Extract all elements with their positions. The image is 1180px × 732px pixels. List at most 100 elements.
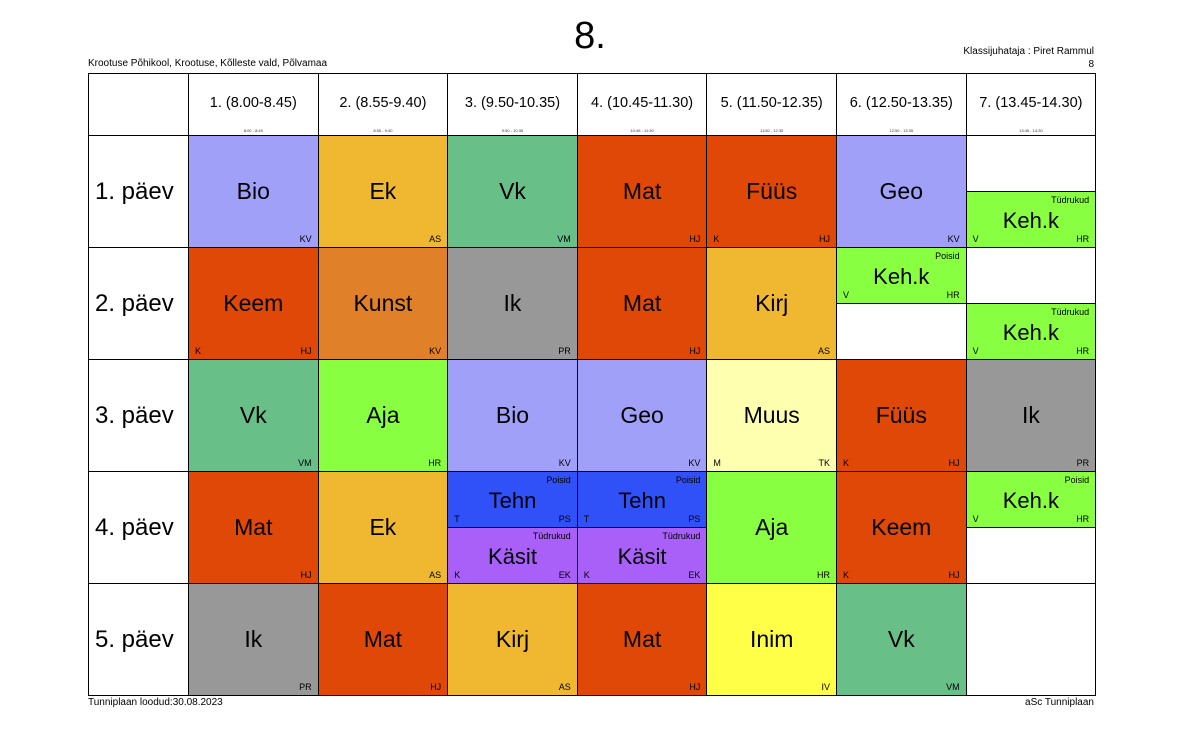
lesson-teacher: TK <box>818 458 830 468</box>
lesson-cell[interactable]: Füüs HJ K <box>706 135 837 248</box>
lesson-cell[interactable]: Tehn PS T Poisid <box>576 471 708 528</box>
period-header: 7. (13.45-14.30) 13:45 - 14:30 <box>965 73 1097 136</box>
lesson-cell[interactable]: Mat HJ <box>576 583 708 696</box>
lesson-subject: Inim <box>749 626 794 652</box>
lesson-cell[interactable]: Ik PR <box>188 583 319 696</box>
lesson-cell[interactable]: Kunst KV <box>317 247 449 360</box>
lesson-cell[interactable]: Keh.k HR V Poisid <box>836 247 967 304</box>
lesson-teacher: HJ <box>430 682 442 692</box>
lesson-cell[interactable]: Keem HJ K <box>836 471 967 584</box>
lesson-cell[interactable]: Käsit EK K Tüdrukud <box>447 527 578 584</box>
lesson-subject: Geo <box>620 402 664 428</box>
lesson-subject: Ek <box>369 178 397 204</box>
lesson-subject: Kunst <box>353 290 413 316</box>
lesson-cell[interactable]: Kirj AS <box>447 583 578 696</box>
lesson-teacher: KV <box>299 234 312 244</box>
lesson-cell[interactable]: Käsit EK K Tüdrukud <box>576 527 708 584</box>
lesson-teacher: HR <box>1076 514 1090 524</box>
lesson-subject: Füüs <box>746 178 798 204</box>
lesson-subject: Muus <box>743 402 800 428</box>
lesson-teacher: HR <box>1076 346 1090 356</box>
period-label: 7. (13.45-14.30) <box>979 95 1083 111</box>
page-title: 8. <box>574 15 606 57</box>
lesson-teacher: KV <box>947 234 960 244</box>
lesson-cell[interactable]: Ek AS <box>317 471 449 584</box>
lesson-cell[interactable]: Bio KV <box>447 359 578 472</box>
lesson-cell[interactable]: Vk VM <box>447 135 578 248</box>
lesson-subject: Tehn <box>618 487 666 513</box>
lesson-subject: Bio <box>495 402 530 428</box>
lesson-cell[interactable]: Ik PR <box>965 359 1097 472</box>
lesson-subject: Keh.k <box>873 263 930 289</box>
lesson-cell[interactable]: Bio KV <box>188 135 319 248</box>
lesson-cell[interactable]: Vk VM <box>188 359 319 472</box>
lesson-teacher: HR <box>946 290 960 300</box>
lesson-cell[interactable]: Kirj AS <box>706 247 837 360</box>
lesson-subject: Kirj <box>755 290 789 316</box>
lesson-cell[interactable]: Vk VM <box>836 583 967 696</box>
lesson-cell[interactable]: Inim IV <box>706 583 837 696</box>
lesson-cell[interactable]: Tehn PS T Poisid <box>447 471 578 528</box>
period-header: 5. (11.50-12.35) 11:50 - 12:35 <box>706 73 837 136</box>
period-header: 6. (12.50-13.35) 12:50 - 13:35 <box>836 73 967 136</box>
lesson-cell[interactable]: Ik PR <box>447 247 578 360</box>
day-label-cell: 4. päev <box>88 471 189 584</box>
lesson-cell[interactable]: Muus TK M <box>706 359 837 472</box>
corner-cell <box>88 73 189 136</box>
lesson-teacher: HJ <box>689 682 701 692</box>
lesson-room: K <box>843 570 850 580</box>
period-header: 3. (9.50-10.35) 9:50 - 10:35 <box>447 73 578 136</box>
lesson-cell[interactable]: Keh.k HR V Tüdrukud <box>965 191 1097 248</box>
lesson-cell[interactable]: Füüs HJ K <box>836 359 967 472</box>
school-name: Krootuse Põhikool, Krootuse, Kõlleste va… <box>88 58 328 69</box>
period-time-small: 9:50 - 10:35 <box>501 128 524 133</box>
lesson-cell[interactable]: Geo KV <box>576 359 708 472</box>
period-label: 5. (11.50-12.35) <box>720 95 823 111</box>
day-label: 1. päev <box>95 177 174 205</box>
empty-cell <box>965 583 1097 696</box>
lesson-group: Tüdrukud <box>1051 307 1090 317</box>
lesson-room: V <box>972 346 979 356</box>
day-label: 5. päev <box>95 625 174 653</box>
lesson-cell[interactable]: Mat HJ <box>576 135 708 248</box>
lesson-teacher: HJ <box>689 346 701 356</box>
period-label: 1. (8.00-8.45) <box>209 95 297 111</box>
lesson-subject: Keh.k <box>1002 207 1060 233</box>
lesson-teacher: PR <box>299 682 312 692</box>
lesson-room: T <box>454 514 460 524</box>
lesson-subject: Kirj <box>495 626 530 652</box>
lesson-cell[interactable]: Mat HJ <box>576 247 708 360</box>
created-date: Tunniplaan loodud:30.08.2023 <box>88 697 223 708</box>
lesson-teacher: HJ <box>300 570 312 580</box>
lesson-teacher: AS <box>558 682 571 692</box>
lesson-cell[interactable]: Keh.k HR V Tüdrukud <box>965 303 1097 360</box>
lesson-cell[interactable]: Geo KV <box>836 135 967 248</box>
lesson-room: V <box>972 234 979 244</box>
period-time-small: 13:45 - 14:30 <box>1019 128 1043 133</box>
lesson-cell[interactable]: Ek AS <box>317 135 449 248</box>
lesson-room: K <box>454 570 461 580</box>
day-label: 2. päev <box>95 289 174 317</box>
lesson-room: V <box>972 514 979 524</box>
lesson-room: K <box>713 234 720 244</box>
lesson-group: Tüdrukud <box>1051 195 1090 205</box>
lesson-teacher: VM <box>557 234 571 244</box>
day-label-cell: 1. päev <box>88 135 189 248</box>
lesson-subject: Vk <box>239 402 267 428</box>
lesson-subject: Keh.k <box>1002 319 1060 345</box>
lesson-subject: Käsit <box>488 543 537 569</box>
lesson-teacher: KV <box>558 458 571 468</box>
lesson-subject: Aja <box>366 402 400 428</box>
lesson-teacher: HJ <box>300 346 312 356</box>
lesson-group: Poisid <box>675 475 701 485</box>
lesson-cell[interactable]: Mat HJ <box>188 471 319 584</box>
lesson-subject: Mat <box>363 626 403 652</box>
lesson-cell[interactable]: Aja HR <box>706 471 837 584</box>
lesson-teacher: HR <box>1076 234 1090 244</box>
lesson-cell[interactable]: Keem HJ K <box>188 247 319 360</box>
lesson-cell[interactable]: Keh.k HR V Poisid <box>965 471 1097 528</box>
lesson-cell[interactable]: Mat HJ <box>317 583 449 696</box>
lesson-cell[interactable]: Aja HR <box>317 359 449 472</box>
lesson-teacher: HJ <box>948 570 960 580</box>
